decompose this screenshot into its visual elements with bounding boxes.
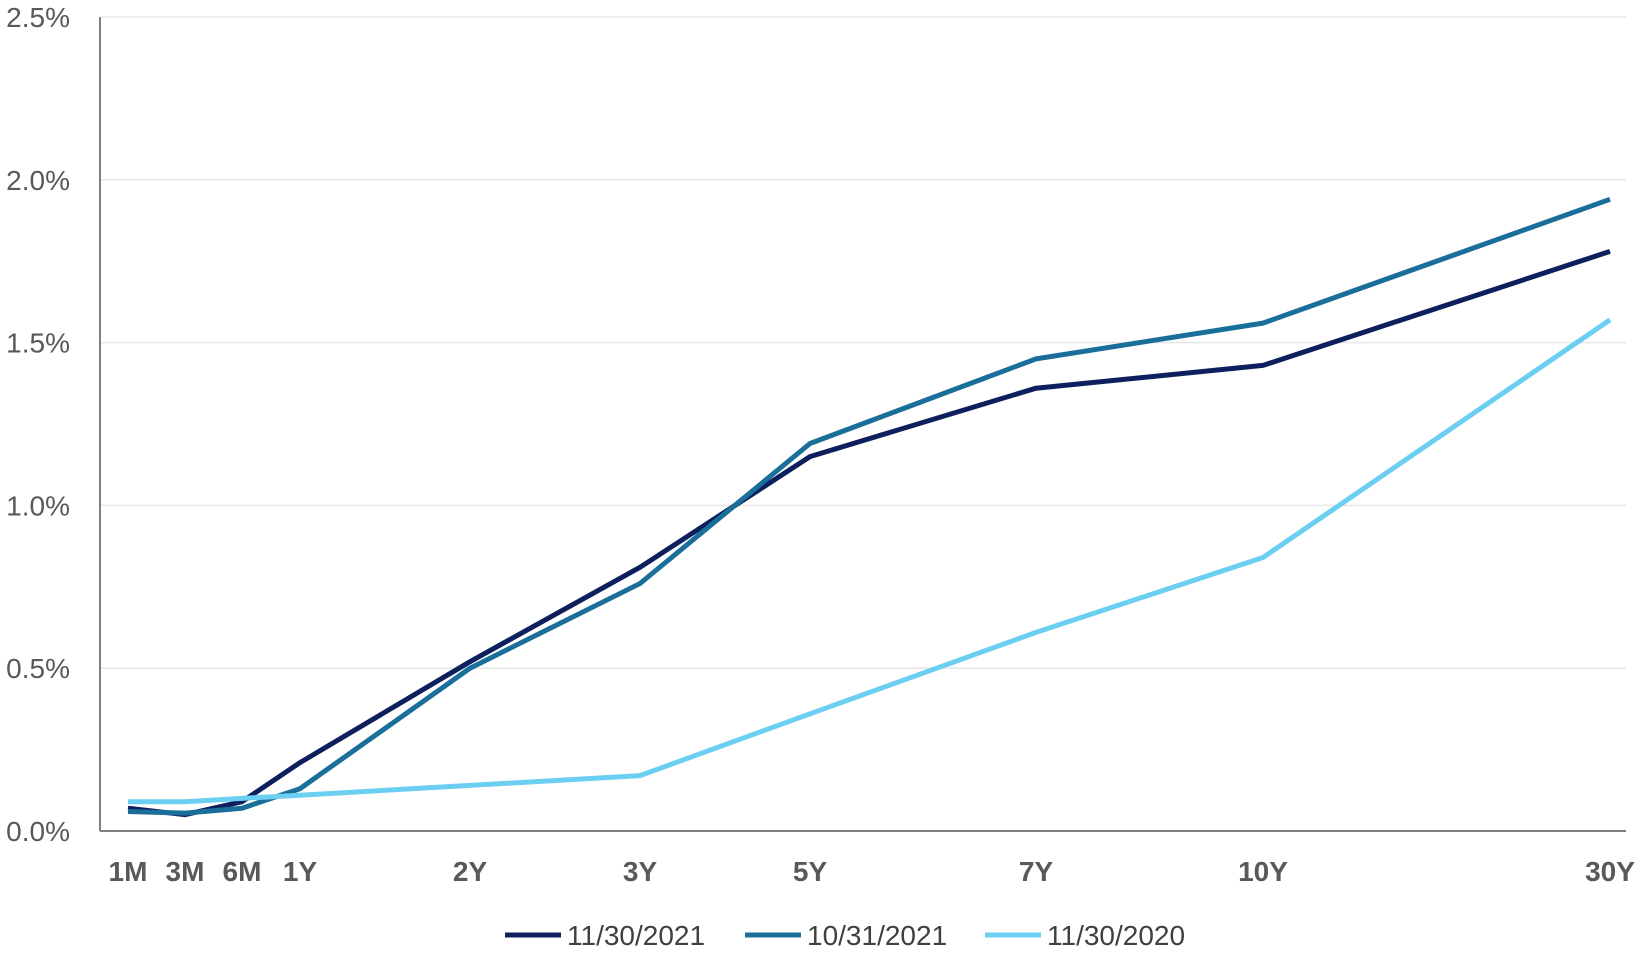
y-tick-label: 1.0%: [6, 490, 70, 521]
y-tick-label: 2.5%: [6, 2, 70, 33]
x-tick-label: 10Y: [1238, 856, 1288, 887]
series-line: [128, 317, 1612, 805]
x-tick-label: 3Y: [623, 856, 658, 887]
legend-label: 11/30/2020: [1047, 920, 1185, 951]
legend-label: 11/30/2021: [567, 920, 705, 951]
x-tick-label: 1Y: [283, 856, 318, 887]
x-tick-label: 2Y: [453, 856, 488, 887]
x-tick-label: 7Y: [1019, 856, 1054, 887]
series-line: [127, 249, 1611, 818]
axes: [99, 17, 1626, 832]
y-axis-tick-labels: 0.0% 0.5% 1.0% 1.5% 2.0% 2.5%: [6, 2, 70, 847]
series-lines: [127, 196, 1612, 818]
gridlines: [100, 16, 1626, 669]
legend: 11/30/2021 10/31/2021 11/30/2020: [505, 920, 1185, 951]
legend-label: 10/31/2021: [807, 920, 947, 951]
x-tick-label: 1M: [109, 856, 148, 887]
y-tick-label: 0.0%: [6, 816, 70, 847]
y-tick-label: 2.0%: [6, 165, 70, 196]
y-tick-label: 1.5%: [6, 328, 70, 359]
x-tick-label: 3M: [166, 856, 205, 887]
x-tick-label: 5Y: [793, 856, 828, 887]
series-line: [127, 196, 1611, 816]
x-tick-label: 6M: [223, 856, 262, 887]
x-tick-label: 30Y: [1585, 856, 1635, 887]
x-axis-tick-labels: 1M 3M 6M 1Y 2Y 3Y 5Y 7Y 10Y 30Y: [109, 856, 1636, 887]
y-tick-label: 0.5%: [6, 653, 70, 684]
